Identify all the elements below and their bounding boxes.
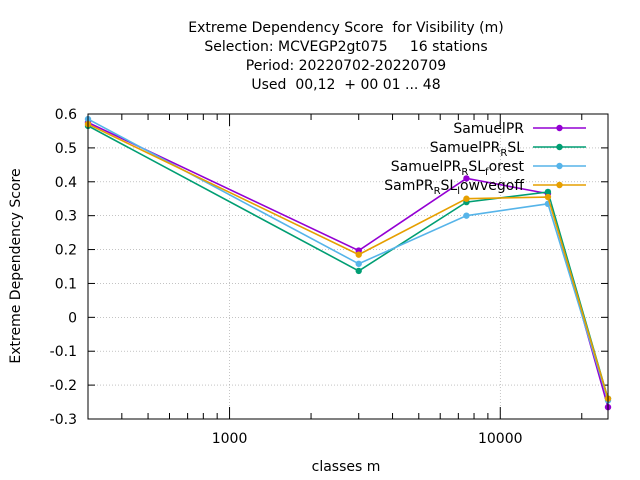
y-tick-label: -0.1 <box>50 344 77 360</box>
data-point <box>544 193 552 201</box>
legend-marker <box>556 143 563 151</box>
title-line: Selection: MCVEGP2gt075 16 stations <box>204 39 487 55</box>
data-point <box>355 267 362 275</box>
title-line: Used 00,12 + 00 01 ... 48 <box>251 77 440 93</box>
chart-title: Extreme Dependency Score for Visibility … <box>188 20 503 93</box>
series-SamuelPR_RSL_forest <box>84 115 612 404</box>
y-tick-label: 0 <box>68 310 77 326</box>
data-point <box>463 212 470 219</box>
data-point <box>355 260 362 267</box>
legend: SamuelPR SamuelPRRSLSamuelPRRSLforestSamP… <box>384 121 586 197</box>
legend-label: SamuelPRRSLforest <box>391 159 525 178</box>
legend-marker <box>556 124 563 132</box>
series-line <box>87 123 609 399</box>
data-point <box>463 175 470 182</box>
legend-marker <box>556 181 563 189</box>
series-line <box>87 125 609 399</box>
data-point <box>463 195 470 202</box>
legend-label: SamPRRSLlowvegoff <box>384 178 524 197</box>
title-line: Period: 20220702-20220709 <box>246 58 446 74</box>
x-axis-label: classes m <box>312 459 381 475</box>
y-tick-label: -0.2 <box>50 378 77 394</box>
y-tick-label: 0.2 <box>55 243 77 259</box>
legend-label: SamuelPRRSL <box>430 140 524 159</box>
y-axis-label: Extreme Dependency Score <box>8 168 24 363</box>
series-lines <box>84 115 612 411</box>
series-SamPR_RSL_lowvegoff <box>84 120 612 402</box>
y-tick-label: 0.5 <box>55 141 77 157</box>
x-tick-label: 10000 <box>478 431 523 447</box>
y-tick-label: -0.3 <box>50 412 77 428</box>
legend-label: SamuelPR <box>453 121 524 137</box>
x-tick-label: 1000 <box>212 431 248 447</box>
y-tick-label: 0.4 <box>55 175 77 191</box>
y-tick-label: 0.1 <box>55 276 77 292</box>
title-line: Extreme Dependency Score for Visibility … <box>188 20 503 36</box>
y-tick-label: 0.3 <box>55 209 77 225</box>
plot-border <box>87 113 609 420</box>
y-tick-label: 0.6 <box>55 107 77 123</box>
data-point <box>355 251 362 258</box>
series-SamuelPR_RSL <box>84 122 612 402</box>
legend-marker <box>556 162 563 170</box>
axis-ticks: -0.3 -0.2 -0.1 0 0.1 0.2 0.3 0.4 0.5 0.6 1000 10000 <box>50 107 608 447</box>
data-point <box>544 188 552 196</box>
